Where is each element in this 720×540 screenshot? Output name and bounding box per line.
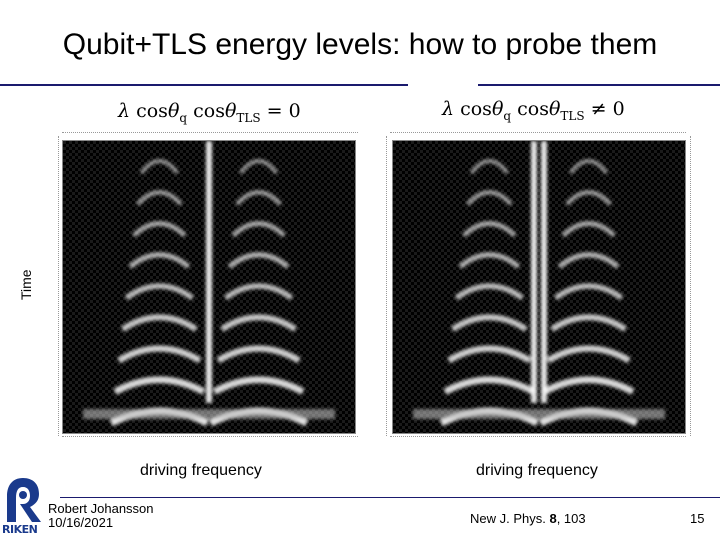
title-divider (0, 83, 720, 87)
right-frame-left (386, 136, 388, 436)
footer-divider (60, 497, 720, 498)
logo-wordmark: RIKEN (2, 523, 38, 536)
author-name: Robert Johansson (48, 501, 154, 516)
left-frame-top (62, 132, 358, 134)
citation: New J. Phys. 8, 103 (470, 511, 586, 526)
page-number: 15 (690, 511, 705, 526)
right-xlabel: driving frequency (476, 462, 598, 479)
right-plot-image (392, 140, 686, 434)
right-formula: λ cosθq cosθTLS ≠ 0 (442, 98, 625, 123)
left-interference-pattern (63, 141, 355, 433)
y-axis-label: Time (18, 269, 34, 300)
right-interference-pattern (393, 141, 685, 433)
left-frame-left (58, 136, 60, 436)
slide-title: Qubit+TLS energy levels: how to probe th… (62, 28, 658, 61)
right-frame-right (690, 136, 692, 436)
left-xlabel: driving frequency (140, 462, 262, 479)
left-frame-bottom (62, 436, 358, 438)
left-plot-image (62, 140, 356, 434)
slide-date: 10/16/2021 (48, 515, 114, 530)
left-formula: λ cosθq cosθTLS = 0 (118, 100, 301, 125)
right-frame-top (390, 132, 686, 134)
author-block: Robert Johansson 10/16/2021 (48, 502, 154, 530)
right-frame-bottom (390, 436, 686, 438)
riken-logo-icon (7, 478, 41, 522)
